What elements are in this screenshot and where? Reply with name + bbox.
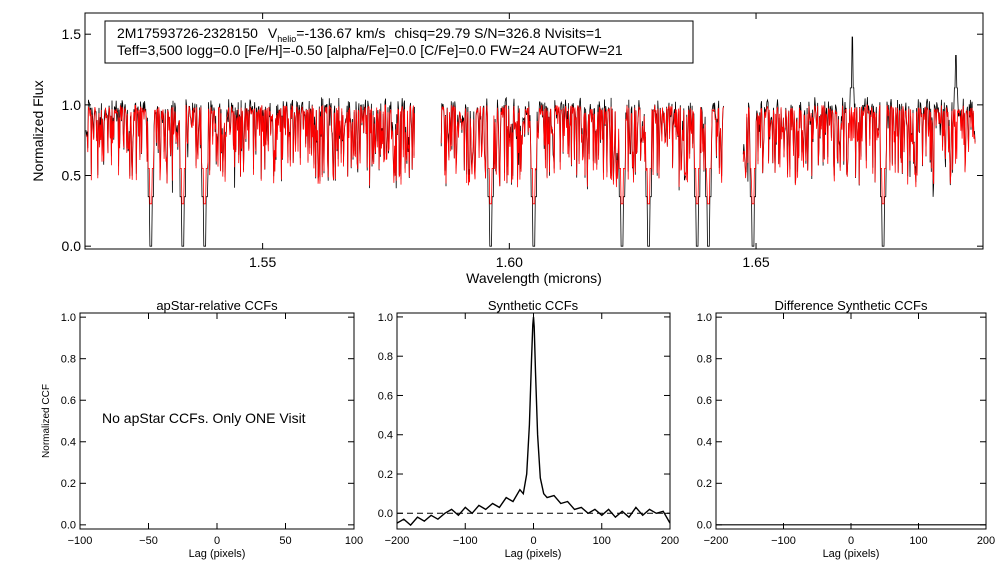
fit-stats: chisq=29.79 S/N=326.8 Nvisits=1 bbox=[394, 25, 602, 41]
difference-ccf-y-tick-label: 0.4 bbox=[697, 437, 712, 449]
observed-spectrum-chip-2 bbox=[440, 96, 724, 247]
synthetic-ccf-panel: Synthetic CCFs −200 −100 0 100 200 0.0 0.2 0.4 0… bbox=[378, 298, 679, 560]
difference-ccf-x-axis-label: Lag (pixels) bbox=[823, 548, 880, 560]
synthetic-ccf-x-tick-label: −100 bbox=[453, 535, 478, 547]
apstar-ccf-y-axis-label: Normalized CCF bbox=[41, 384, 52, 458]
apstar-ccf-title: apStar-relative CCFs bbox=[156, 298, 278, 313]
synthetic-ccf-x-tick-label: −200 bbox=[385, 535, 410, 547]
apstar-ccf-x-tick-label: −100 bbox=[68, 535, 93, 547]
synthetic-ccf-plot-area bbox=[396, 316, 671, 527]
difference-ccf-y-tick-label: 1.0 bbox=[697, 312, 712, 324]
difference-ccf-axes: −200 −100 0 100 200 0.0 0.2 0.4 0.6 0.8 1.0 bbox=[697, 312, 995, 547]
difference-ccf-y-tick-label: 0.0 bbox=[697, 520, 712, 532]
apstar-ccf-y-tick-label: 0.2 bbox=[61, 478, 76, 490]
synthetic-ccf-axes: −200 −100 0 100 200 0.0 0.2 0.4 0.6 0.8 1.0 bbox=[378, 312, 679, 547]
difference-ccf-x-tick-label: 200 bbox=[977, 535, 995, 547]
synthetic-ccf-frame bbox=[396, 312, 671, 530]
spectrum-y-tick-label: 0.0 bbox=[62, 238, 82, 254]
difference-ccf-x-tick-label: −200 bbox=[704, 535, 729, 547]
difference-ccf-x-tick-label: 0 bbox=[848, 535, 854, 547]
info-box-frame bbox=[104, 20, 694, 64]
difference-ccf-x-tick-label: −100 bbox=[771, 535, 796, 547]
difference-ccf-panel: Difference Synthetic CCFs −200 −100 0 100 20… bbox=[697, 298, 995, 560]
synthetic-ccf-line bbox=[396, 316, 671, 527]
spectrum-axes: 1.55 1.60 1.65 0.0 0.5 1.0 1.5 bbox=[62, 13, 983, 270]
spectrum-frame bbox=[84, 12, 984, 250]
apstar-ccf-panel: apStar-relative CCFs −100 −50 0 50 100 0.0 0.2… bbox=[41, 298, 363, 560]
info-line-2: Teff=3,500 logg=0.0 [Fe/H]=-0.50 [alpha/… bbox=[117, 42, 623, 58]
info-line-1: 2M17593726-2328150 Vhelio=-136.67 km/s chi… bbox=[117, 25, 602, 44]
apstar-ccf-x-tick-label: −50 bbox=[139, 535, 158, 547]
apstar-ccf-x-tick-label: 0 bbox=[214, 535, 220, 547]
difference-ccf-y-tick-label: 0.6 bbox=[697, 395, 712, 407]
apstar-ccf-y-tick-label: 1.0 bbox=[61, 312, 76, 324]
difference-ccf-y-tick-label: 0.8 bbox=[697, 354, 712, 366]
synthetic-ccf-y-tick-label: 0.4 bbox=[378, 430, 393, 442]
model-spectrum-chip-3 bbox=[742, 104, 976, 205]
model-spectrum-chip-1 bbox=[85, 103, 415, 205]
difference-ccf-title: Difference Synthetic CCFs bbox=[775, 298, 928, 313]
synthetic-ccf-y-tick-label: 0.8 bbox=[378, 351, 393, 363]
v-helio-subscript: helio bbox=[277, 34, 296, 44]
spectrum-y-tick-label: 1.0 bbox=[62, 97, 82, 113]
synthetic-ccf-y-tick-label: 1.0 bbox=[378, 312, 393, 324]
apstar-ccf-y-tick-label: 0.8 bbox=[61, 354, 76, 366]
no-ccf-message: No apStar CCFs. Only ONE Visit bbox=[102, 410, 306, 426]
spectrum-x-tick-label: 1.55 bbox=[249, 254, 276, 270]
v-helio-symbol: V bbox=[268, 25, 278, 41]
difference-ccf-y-tick-label: 0.2 bbox=[697, 478, 712, 490]
apstar-ccf-y-tick-label: 0.6 bbox=[61, 395, 76, 407]
synthetic-ccf-x-tick-label: 0 bbox=[530, 535, 536, 547]
apstar-ccf-y-tick-label: 0.4 bbox=[61, 437, 76, 449]
spectrum-x-tick-label: 1.60 bbox=[496, 254, 523, 270]
spectrum-panel: 1.55 1.60 1.65 0.0 0.5 1.0 1.5 2M17593726-2328… bbox=[30, 12, 984, 286]
star-id: 2M17593726-2328150 bbox=[117, 25, 258, 41]
synthetic-ccf-y-tick-label: 0.6 bbox=[378, 390, 393, 402]
difference-ccf-x-tick-label: 100 bbox=[909, 535, 927, 547]
spectrum-y-axis-label: Normalized Flux bbox=[30, 80, 46, 181]
apstar-ccf-y-tick-label: 0.0 bbox=[61, 520, 76, 532]
observed-spectrum-chip-1 bbox=[85, 97, 415, 247]
spectrum-x-tick-label: 1.65 bbox=[742, 254, 769, 270]
apstar-ccf-x-axis-label: Lag (pixels) bbox=[189, 548, 246, 560]
info-box: 2M17593726-2328150 Vhelio=-136.67 km/s chi… bbox=[104, 20, 694, 64]
v-helio-value: =-136.67 km/s bbox=[296, 25, 385, 41]
apstar-ccf-x-tick-label: 100 bbox=[345, 535, 363, 547]
spectrum-plot-area bbox=[85, 36, 976, 247]
apstar-ccf-x-tick-label: 50 bbox=[279, 535, 291, 547]
apstar-ccf-axes: −100 −50 0 50 100 0.0 0.2 0.4 0.6 0.8 1.0 bbox=[61, 312, 363, 547]
synthetic-ccf-x-tick-label: 200 bbox=[661, 535, 679, 547]
spectrum-y-tick-label: 0.5 bbox=[62, 167, 82, 183]
synthetic-ccf-y-tick-label: 0.2 bbox=[378, 469, 393, 481]
synthetic-ccf-y-tick-label: 0.0 bbox=[378, 508, 393, 520]
spectrum-y-tick-label: 1.5 bbox=[62, 26, 82, 42]
model-spectrum-chip-2 bbox=[440, 104, 724, 205]
synthetic-ccf-title: Synthetic CCFs bbox=[488, 298, 579, 313]
synthetic-ccf-x-tick-label: 100 bbox=[593, 535, 611, 547]
synthetic-ccf-x-axis-label: Lag (pixels) bbox=[505, 548, 562, 560]
difference-ccf-frame bbox=[715, 312, 987, 530]
spectrum-x-axis-label: Wavelength (microns) bbox=[466, 270, 602, 286]
